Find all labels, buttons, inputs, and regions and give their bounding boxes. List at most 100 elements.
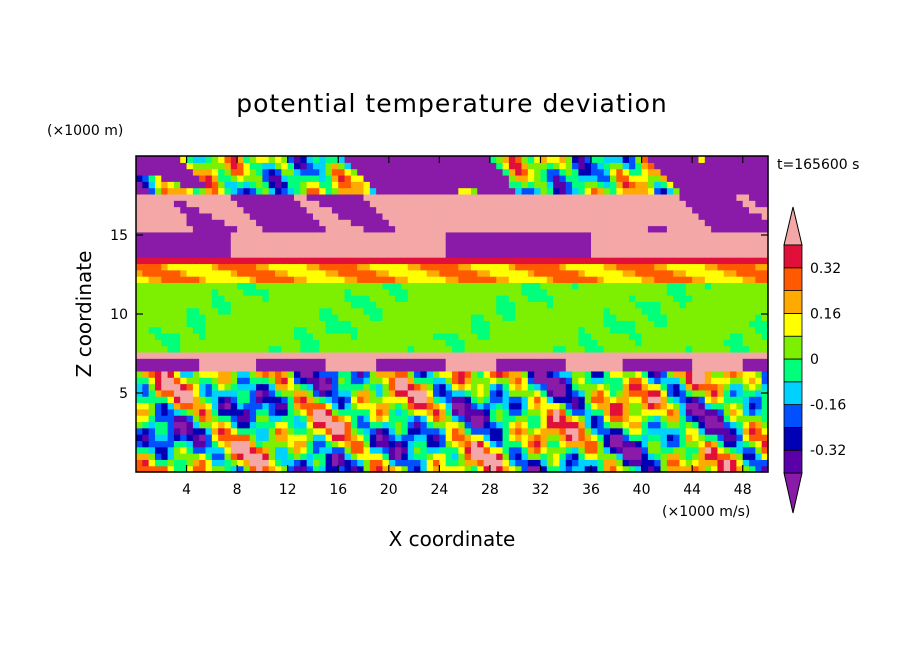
heatmap-cell xyxy=(388,206,396,214)
heatmap-cell xyxy=(452,459,459,467)
heatmap-cell xyxy=(692,156,700,163)
heatmap-cell xyxy=(660,345,668,353)
heatmap-cell xyxy=(306,269,314,277)
heatmap-cell xyxy=(205,162,213,170)
heatmap-cell xyxy=(660,332,668,340)
heatmap-cell xyxy=(673,257,681,265)
heatmap-cell xyxy=(344,326,352,334)
heatmap-cell xyxy=(218,295,226,302)
heatmap-cell xyxy=(237,174,245,182)
heatmap-cell xyxy=(679,326,687,334)
heatmap-cell xyxy=(344,415,352,423)
heatmap-cell xyxy=(319,307,327,315)
heatmap-cell xyxy=(723,332,731,340)
heatmap-cell xyxy=(723,238,731,246)
heatmap-cell xyxy=(704,156,712,163)
heatmap-cell xyxy=(635,402,643,410)
heatmap-cell xyxy=(186,351,194,359)
heatmap-cell xyxy=(704,244,712,252)
heatmap-cell xyxy=(565,200,573,208)
heatmap-cell xyxy=(426,320,434,328)
heatmap-cell xyxy=(262,314,270,321)
heatmap-cell xyxy=(610,383,617,391)
heatmap-cell xyxy=(597,396,605,404)
heatmap-cell xyxy=(527,301,535,309)
heatmap-cell xyxy=(319,314,327,321)
heatmap-cell xyxy=(578,358,586,366)
heatmap-cell xyxy=(685,156,693,163)
heatmap-cell xyxy=(154,206,162,214)
heatmap-cell xyxy=(211,370,219,378)
heatmap-cell xyxy=(546,320,554,328)
heatmap-cell xyxy=(338,295,346,302)
heatmap-cell xyxy=(407,332,415,340)
heatmap-cell xyxy=(704,288,712,296)
heatmap-cell xyxy=(420,415,428,423)
heatmap-cell xyxy=(445,459,453,467)
heatmap-cell xyxy=(344,434,352,441)
heatmap-cell xyxy=(685,383,693,391)
heatmap-cell xyxy=(666,250,674,258)
heatmap-cell xyxy=(749,181,756,189)
heatmap-cell xyxy=(458,162,466,170)
heatmap-cell xyxy=(357,301,365,309)
heatmap-cell xyxy=(477,206,485,214)
heatmap-cell xyxy=(256,370,263,378)
heatmap-cell xyxy=(388,465,396,473)
heatmap-cell xyxy=(679,288,687,296)
heatmap-cell xyxy=(268,244,276,252)
heatmap-cell xyxy=(489,156,497,163)
heatmap-cell xyxy=(186,193,194,201)
heatmap-cell xyxy=(331,465,339,473)
heatmap-cell xyxy=(654,459,662,467)
heatmap-cell xyxy=(610,459,617,467)
heatmap-cell xyxy=(515,402,523,410)
heatmap-cell xyxy=(167,465,175,473)
heatmap-cell xyxy=(211,225,219,233)
heatmap-cell xyxy=(622,408,630,416)
heatmap-cell xyxy=(673,295,681,302)
heatmap-cell xyxy=(407,295,415,302)
heatmap-cell xyxy=(508,332,516,340)
heatmap-cell xyxy=(628,301,636,309)
heatmap-cell xyxy=(692,200,700,208)
heatmap-cell xyxy=(660,396,668,404)
heatmap-cell xyxy=(268,193,276,201)
heatmap-cell xyxy=(154,282,162,290)
heatmap-cell xyxy=(439,219,447,227)
heatmap-cell xyxy=(344,408,352,416)
heatmap-cell xyxy=(641,257,649,265)
heatmap-cell xyxy=(635,351,643,359)
heatmap-cell xyxy=(237,351,245,359)
heatmap-cell xyxy=(534,219,542,227)
heatmap-cell xyxy=(515,244,523,252)
heatmap-cell xyxy=(230,219,238,227)
heatmap-cell xyxy=(319,276,327,283)
heatmap-cell xyxy=(439,174,447,182)
heatmap-cell xyxy=(180,364,188,372)
heatmap-cell xyxy=(426,282,434,290)
heatmap-cell xyxy=(344,370,352,378)
heatmap-cell xyxy=(685,427,693,435)
heatmap-cell xyxy=(382,257,390,265)
heatmap-cell xyxy=(338,231,346,239)
heatmap-cell xyxy=(344,358,352,366)
heatmap-cell xyxy=(477,446,485,454)
heatmap-cell xyxy=(692,168,700,176)
heatmap-cell xyxy=(591,415,598,423)
heatmap-cell xyxy=(521,339,529,347)
heatmap-cell xyxy=(357,212,365,220)
heatmap-cell xyxy=(559,364,567,372)
heatmap-cell xyxy=(319,212,327,220)
heatmap-cell xyxy=(275,465,282,473)
heatmap-cell xyxy=(281,453,289,460)
heatmap-cell xyxy=(388,174,396,182)
heatmap-cell xyxy=(300,453,308,460)
heatmap-cell xyxy=(660,427,668,435)
heatmap-cell xyxy=(660,314,668,321)
heatmap-cell xyxy=(275,364,282,372)
heatmap-cell xyxy=(477,320,485,328)
heatmap-cell xyxy=(477,402,485,410)
heatmap-cell xyxy=(426,244,434,252)
heatmap-cell xyxy=(369,345,377,353)
